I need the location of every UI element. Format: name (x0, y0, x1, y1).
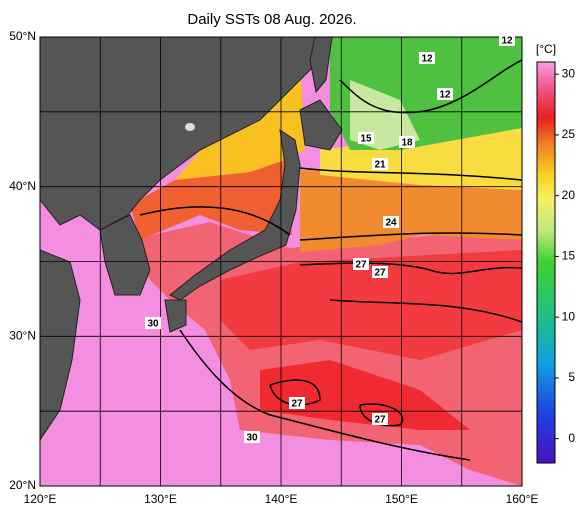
colorbar-tick-label: 15 (562, 249, 576, 263)
contour-label: 12 (421, 54, 433, 65)
contour-label-box (399, 136, 415, 148)
contour-label-box (372, 266, 388, 278)
contour-label: 27 (291, 399, 303, 410)
yellow-zone (320, 128, 522, 190)
contour-label: 12 (501, 36, 513, 47)
contour-label: 12 (439, 90, 451, 101)
contour-label-box (244, 431, 260, 443)
orange-zone (300, 170, 522, 252)
colorbar (536, 61, 556, 464)
contour-line (339, 59, 522, 114)
contour-label-box (383, 216, 399, 228)
contour-line (179, 329, 471, 461)
contour-label-box (145, 317, 161, 329)
land (169, 128, 301, 301)
warm-core (220, 250, 522, 360)
title: Daily SSTs 08 Aug. 2026. (187, 11, 356, 28)
colorbar-tick-label: 5 (568, 370, 575, 384)
contour-label: 18 (401, 138, 413, 149)
contour-line (299, 167, 522, 181)
contour-label: 24 (385, 218, 397, 229)
colorbar-tick-label: 20 (562, 188, 576, 202)
map-frame (39, 36, 523, 487)
contour-label: 27 (374, 415, 386, 426)
lon-label: 140°E (265, 492, 298, 506)
warm-eddy (260, 360, 470, 430)
contour-line (299, 262, 522, 323)
lat-label: 30°N (9, 329, 36, 343)
contour-label: 30 (246, 433, 258, 444)
colorbar-tick-label: 25 (562, 127, 576, 141)
contour-label-box (372, 413, 388, 425)
colorbar-unit: [°C] (536, 42, 556, 56)
lon-label: 120°E (24, 492, 57, 506)
land (99, 214, 151, 296)
land (299, 99, 343, 151)
lat-label: 50°N (9, 29, 36, 43)
orange-zone (130, 160, 292, 240)
contour-label-box (353, 258, 369, 270)
lake (185, 123, 195, 131)
land (164, 299, 187, 333)
contour-label-box (419, 52, 435, 64)
land (40, 249, 81, 441)
contour-label: 30 (147, 319, 159, 330)
colorbar-tick-label: 10 (562, 309, 576, 323)
lat-label: 20°N (9, 478, 36, 492)
colorbar-tick-label: 0 (568, 431, 575, 445)
lon-label: 130°E (144, 492, 177, 506)
lon-label: 150°E (385, 492, 418, 506)
land (309, 37, 333, 94)
colorbar-tick-label: 30 (562, 66, 576, 80)
contour-label-box (372, 158, 388, 170)
lon-label: 160°E (506, 492, 539, 506)
contour-label-box (499, 34, 515, 46)
contour-line (269, 379, 404, 427)
contour-label: 27 (355, 260, 367, 271)
lat-label: 40°N (9, 179, 36, 193)
contour-label-box (289, 397, 305, 409)
contour-label: 21 (374, 160, 386, 171)
contour-label-box (358, 132, 374, 144)
contour-label-box (437, 88, 453, 100)
contour-label: 27 (374, 268, 386, 279)
contour-label: 15 (360, 134, 372, 145)
map-area (40, 37, 522, 486)
